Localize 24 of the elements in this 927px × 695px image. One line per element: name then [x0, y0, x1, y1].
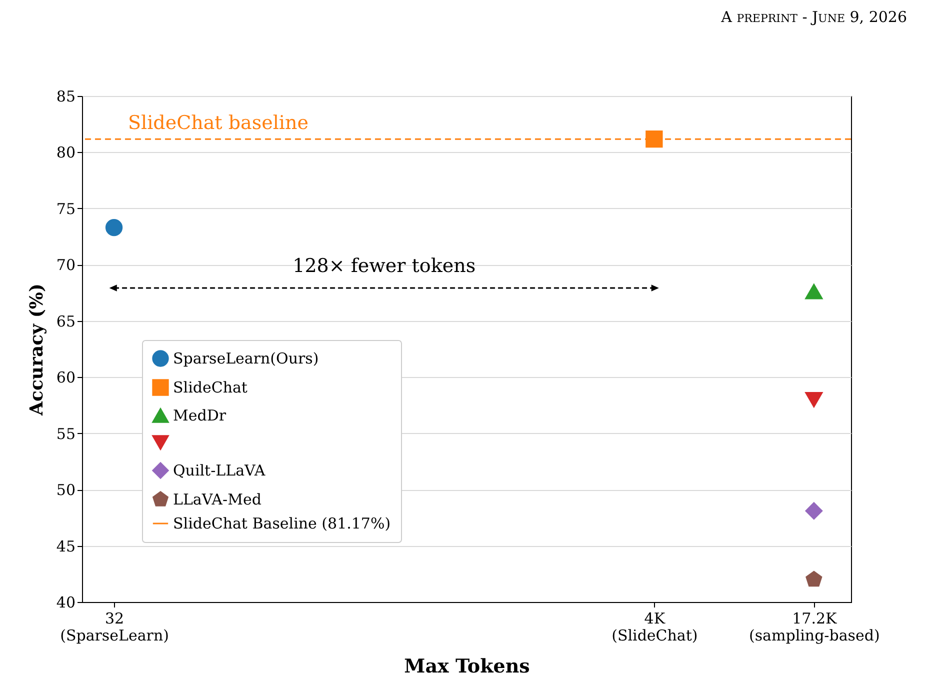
y-tick-label: 85 — [56, 88, 76, 106]
y-axis-title: Accuracy (%) — [26, 284, 48, 416]
x-tick-label: 17.2K (sampling-based) — [749, 610, 880, 644]
x-tick-label: 32 (SparseLearn) — [60, 610, 169, 644]
y-tick-label: 65 — [56, 312, 76, 330]
y-tick-label: 40 — [56, 594, 76, 612]
ref-line-label: SlideChat baseline — [128, 112, 308, 134]
legend-label: MedDr — [173, 406, 227, 424]
legend-label: Quilt-LLaVA — [173, 462, 266, 480]
y-tick-label: 80 — [56, 144, 76, 162]
legend-label: LLaVA-Med — [173, 490, 262, 508]
y-tick-label: 60 — [56, 368, 76, 387]
text: A preprint - June 9, 2026 — [721, 8, 907, 26]
y-tick-label: 75 — [56, 200, 76, 218]
y-tick-label: 70 — [56, 256, 76, 274]
legend-label: SlideChat — [173, 378, 248, 396]
annotation: SlideChat Baseline (81.17%) — [173, 514, 391, 532]
legend-label: SparseLearn(Ours) — [173, 350, 319, 368]
x-tick-label: 4K (SlideChat) — [612, 610, 698, 644]
y-tick-label: 45 — [56, 537, 76, 556]
y-tick-label: 50 — [56, 481, 76, 500]
x-axis-title: Max Tokens — [404, 656, 530, 678]
annotation: 128× fewer tokens — [292, 255, 476, 277]
y-tick-label: 55 — [56, 424, 76, 443]
